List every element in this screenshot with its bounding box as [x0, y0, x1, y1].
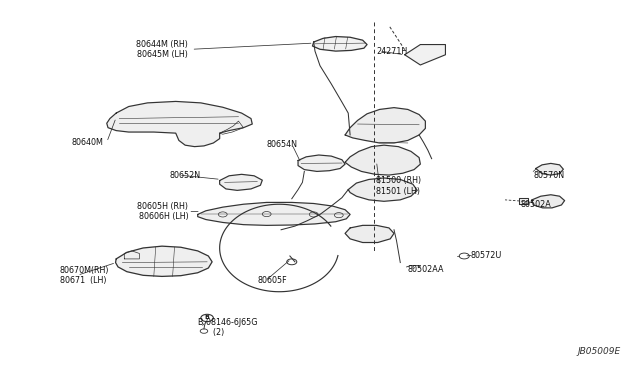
Polygon shape [198, 202, 350, 225]
Text: 80654N: 80654N [267, 140, 298, 148]
Polygon shape [220, 174, 262, 190]
Text: 24271H: 24271H [376, 46, 408, 55]
Polygon shape [312, 36, 367, 51]
Polygon shape [345, 145, 420, 175]
Polygon shape [298, 155, 345, 171]
Text: 80572U: 80572U [470, 251, 502, 260]
Text: 80605H (RH)
80606H (LH): 80605H (RH) 80606H (LH) [138, 202, 188, 221]
Text: 80640M: 80640M [72, 138, 104, 147]
Polygon shape [107, 102, 252, 147]
Text: 80652N: 80652N [170, 171, 200, 180]
Polygon shape [536, 163, 563, 175]
Text: JB05009E: JB05009E [578, 347, 621, 356]
Text: 80670M(RH)
80671  (LH): 80670M(RH) 80671 (LH) [60, 266, 109, 285]
Polygon shape [345, 225, 394, 243]
Polygon shape [116, 246, 212, 276]
Text: 80502A: 80502A [521, 200, 552, 209]
Polygon shape [348, 178, 417, 201]
Text: 80570N: 80570N [533, 171, 564, 180]
Text: B 08146-6J65G
      (2): B 08146-6J65G (2) [198, 318, 257, 337]
Polygon shape [345, 108, 426, 143]
Polygon shape [520, 198, 528, 204]
Text: 80644M (RH)
80645M (LH): 80644M (RH) 80645M (LH) [136, 39, 188, 59]
Text: 80502AA: 80502AA [408, 265, 444, 274]
Text: B: B [205, 315, 209, 320]
Polygon shape [404, 45, 445, 65]
Text: 81500 (RH)
81501 (LH): 81500 (RH) 81501 (LH) [376, 176, 422, 196]
Text: 80605F: 80605F [257, 276, 287, 285]
Polygon shape [532, 195, 564, 208]
